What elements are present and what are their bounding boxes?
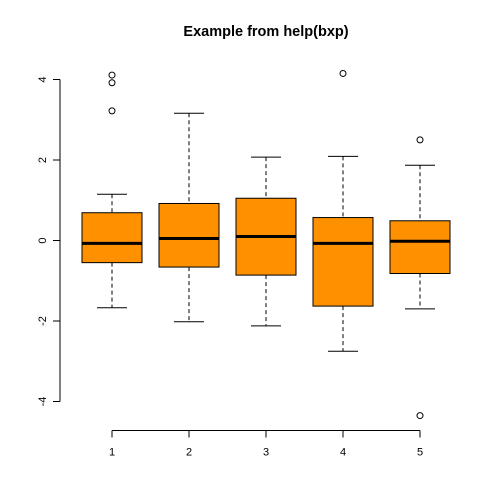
y-tick-label: 0	[37, 237, 49, 243]
box-group	[158, 112, 220, 323]
x-tick-label: 3	[263, 447, 269, 459]
x-tick-label: 2	[186, 447, 192, 459]
y-axis: -4 -2 0 2 4	[37, 76, 61, 407]
x-tick-label: 5	[417, 447, 423, 459]
box-iqr	[81, 212, 143, 264]
x-axis: 1 2 3 4 5	[109, 430, 423, 459]
x-tick-label: 1	[109, 447, 115, 459]
plot-area	[81, 69, 451, 420]
box-iqr	[312, 217, 374, 307]
y-tick-label: -4	[37, 397, 49, 407]
y-tick-label: 4	[37, 76, 49, 82]
outlier-point	[339, 69, 347, 77]
box-group	[81, 71, 143, 309]
y-tick-label: 2	[37, 157, 49, 163]
box-group	[312, 69, 374, 352]
box-iqr	[158, 202, 220, 268]
y-tick-label: -2	[37, 316, 49, 326]
outlier-point	[108, 107, 116, 115]
outlier-point	[108, 71, 116, 79]
box-iqr	[389, 220, 451, 275]
outlier-point	[416, 412, 424, 420]
x-tick-label: 4	[340, 447, 346, 459]
box-group	[235, 156, 297, 327]
outlier-point	[108, 79, 116, 87]
box-group	[389, 136, 451, 420]
outlier-point	[416, 136, 424, 144]
chart-title: Example from help(bxp)	[183, 24, 348, 40]
